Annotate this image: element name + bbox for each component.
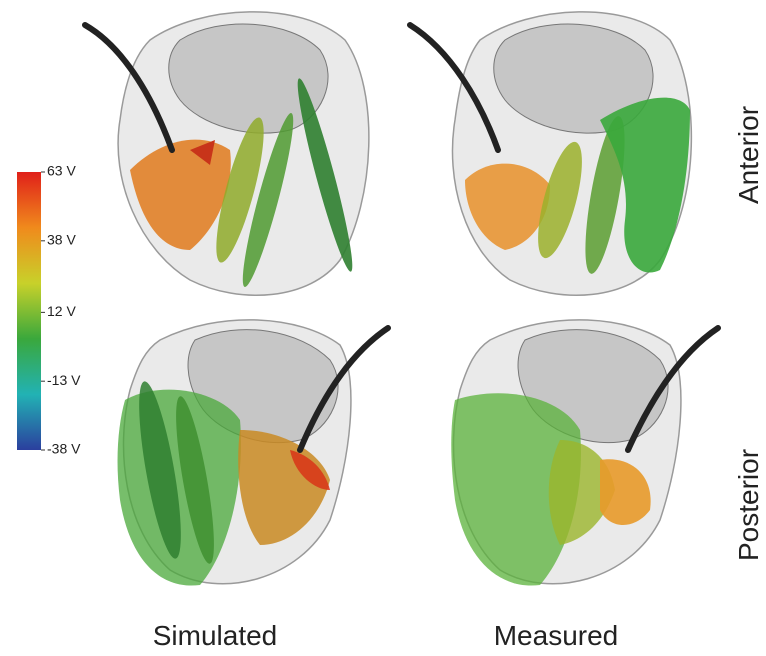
row-label: Anterior [733,106,764,204]
row-label: Posterior [733,449,764,561]
column-label: Simulated [153,620,278,651]
column-label: Measured [494,620,619,651]
colorbar-tick-label: -38 V [47,441,81,457]
heart-sim-anterior [85,12,369,295]
colorbar-tick-label: 38 V [47,232,76,248]
figure: 63 V 38 V 12 V -13 V -38 V Simulated Measure… [0,0,766,656]
colorbar-scale [17,172,41,450]
heart-meas-anterior [410,12,691,295]
colorbar-tick-label: 63 V [47,163,76,179]
heart-sim-posterior [118,320,388,586]
colorbar: 63 V 38 V 12 V -13 V -38 V [17,163,81,457]
colorbar-tick-label: 12 V [47,303,76,319]
heart-meas-posterior [451,320,718,586]
colorbar-tick-label: -13 V [47,372,81,388]
